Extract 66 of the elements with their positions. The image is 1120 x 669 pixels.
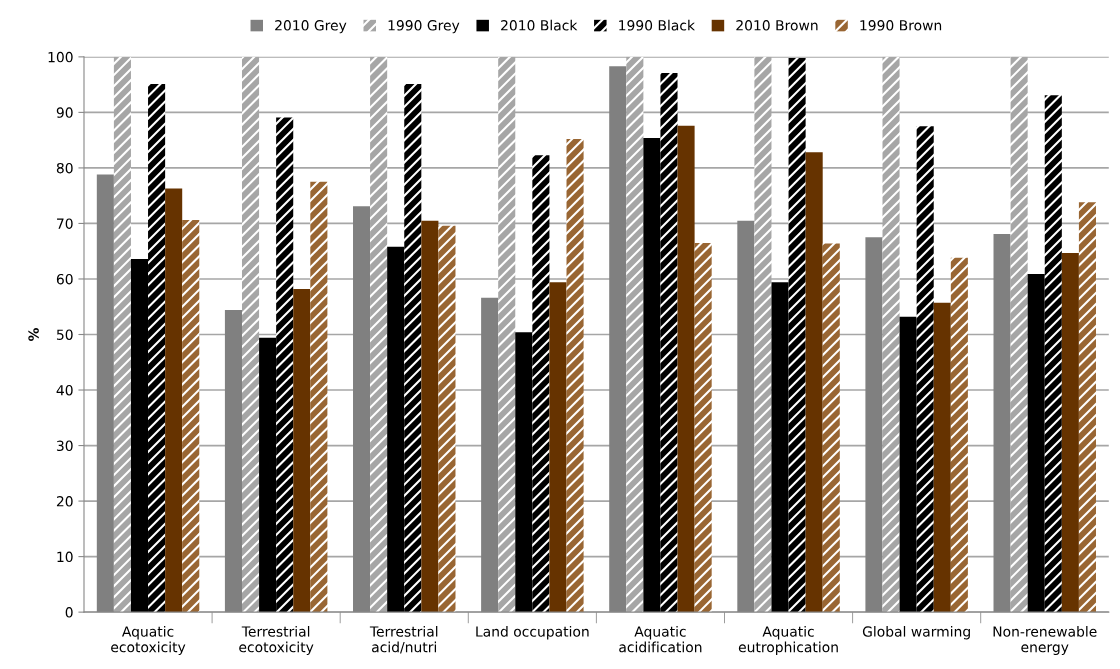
bar bbox=[899, 316, 917, 613]
y-tick-label: 10 bbox=[57, 551, 73, 563]
bar bbox=[1078, 202, 1096, 613]
bar bbox=[660, 72, 678, 613]
bar bbox=[549, 282, 567, 613]
y-tick-label: 100 bbox=[48, 51, 73, 63]
bar bbox=[882, 56, 900, 613]
bar bbox=[1010, 56, 1028, 613]
y-tick-label: 70 bbox=[57, 218, 73, 229]
bar bbox=[259, 337, 277, 613]
bar bbox=[293, 288, 311, 613]
y-tick-label: 50 bbox=[56, 329, 73, 340]
y-tick-label: 40 bbox=[56, 385, 73, 396]
x-tick-label: Terrestrial ecotoxicity bbox=[239, 626, 314, 656]
y-tick-label: 0 bbox=[65, 607, 73, 618]
bar bbox=[916, 126, 934, 613]
y-tick-label: 20 bbox=[56, 496, 73, 507]
bar bbox=[515, 332, 533, 613]
bar bbox=[822, 243, 840, 613]
bar bbox=[310, 181, 328, 613]
x-tick-label: Terrestrial acid/nutri bbox=[369, 626, 438, 654]
legend-label: 2010 Black bbox=[501, 19, 578, 31]
bar bbox=[130, 258, 149, 613]
legend-label: 1990 Grey bbox=[388, 20, 460, 34]
x-tick-label: Aquatic acidification bbox=[619, 626, 702, 653]
bar bbox=[421, 220, 439, 613]
bar bbox=[498, 56, 516, 613]
bar bbox=[387, 246, 405, 613]
x-tick-label: Non-renewable energy bbox=[993, 626, 1097, 656]
bar bbox=[754, 56, 772, 613]
legend-label: 2010 Brown bbox=[736, 20, 818, 31]
bar bbox=[404, 84, 422, 613]
legend-label: 1990 Black bbox=[619, 19, 695, 31]
bar bbox=[1027, 273, 1045, 613]
bar bbox=[788, 57, 806, 613]
legend-label: 2010 Grey bbox=[275, 20, 347, 34]
bar bbox=[694, 242, 712, 613]
bar bbox=[113, 56, 131, 613]
bar bbox=[1044, 95, 1062, 613]
bar bbox=[165, 188, 183, 613]
bar bbox=[566, 139, 584, 613]
y-tick-label: 30 bbox=[56, 440, 73, 452]
bar bbox=[438, 225, 456, 613]
bar bbox=[643, 137, 661, 613]
x-tick-label: Land occupation bbox=[476, 626, 589, 640]
bar bbox=[276, 117, 294, 613]
bar bbox=[626, 56, 644, 613]
bar bbox=[182, 220, 200, 613]
bar bbox=[148, 84, 166, 613]
x-tick-label: Aquatic eutrophication bbox=[738, 626, 838, 656]
x-tick-label: Global warming bbox=[862, 626, 970, 640]
bar bbox=[950, 257, 968, 613]
bar bbox=[532, 155, 550, 613]
y-axis-title: % bbox=[28, 327, 39, 342]
y-tick-label: 60 bbox=[56, 273, 73, 285]
bar bbox=[771, 282, 789, 613]
bar bbox=[1061, 252, 1079, 613]
y-tick-label: 80 bbox=[56, 162, 73, 174]
x-tick-label: Aquatic ecotoxicity bbox=[111, 626, 186, 656]
bar bbox=[933, 302, 951, 613]
bar bbox=[677, 125, 695, 613]
bar bbox=[805, 152, 823, 613]
y-tick-label: 90 bbox=[56, 107, 73, 118]
bar bbox=[241, 56, 260, 613]
legend-label: 1990 Brown bbox=[860, 20, 942, 31]
bar bbox=[370, 56, 388, 613]
